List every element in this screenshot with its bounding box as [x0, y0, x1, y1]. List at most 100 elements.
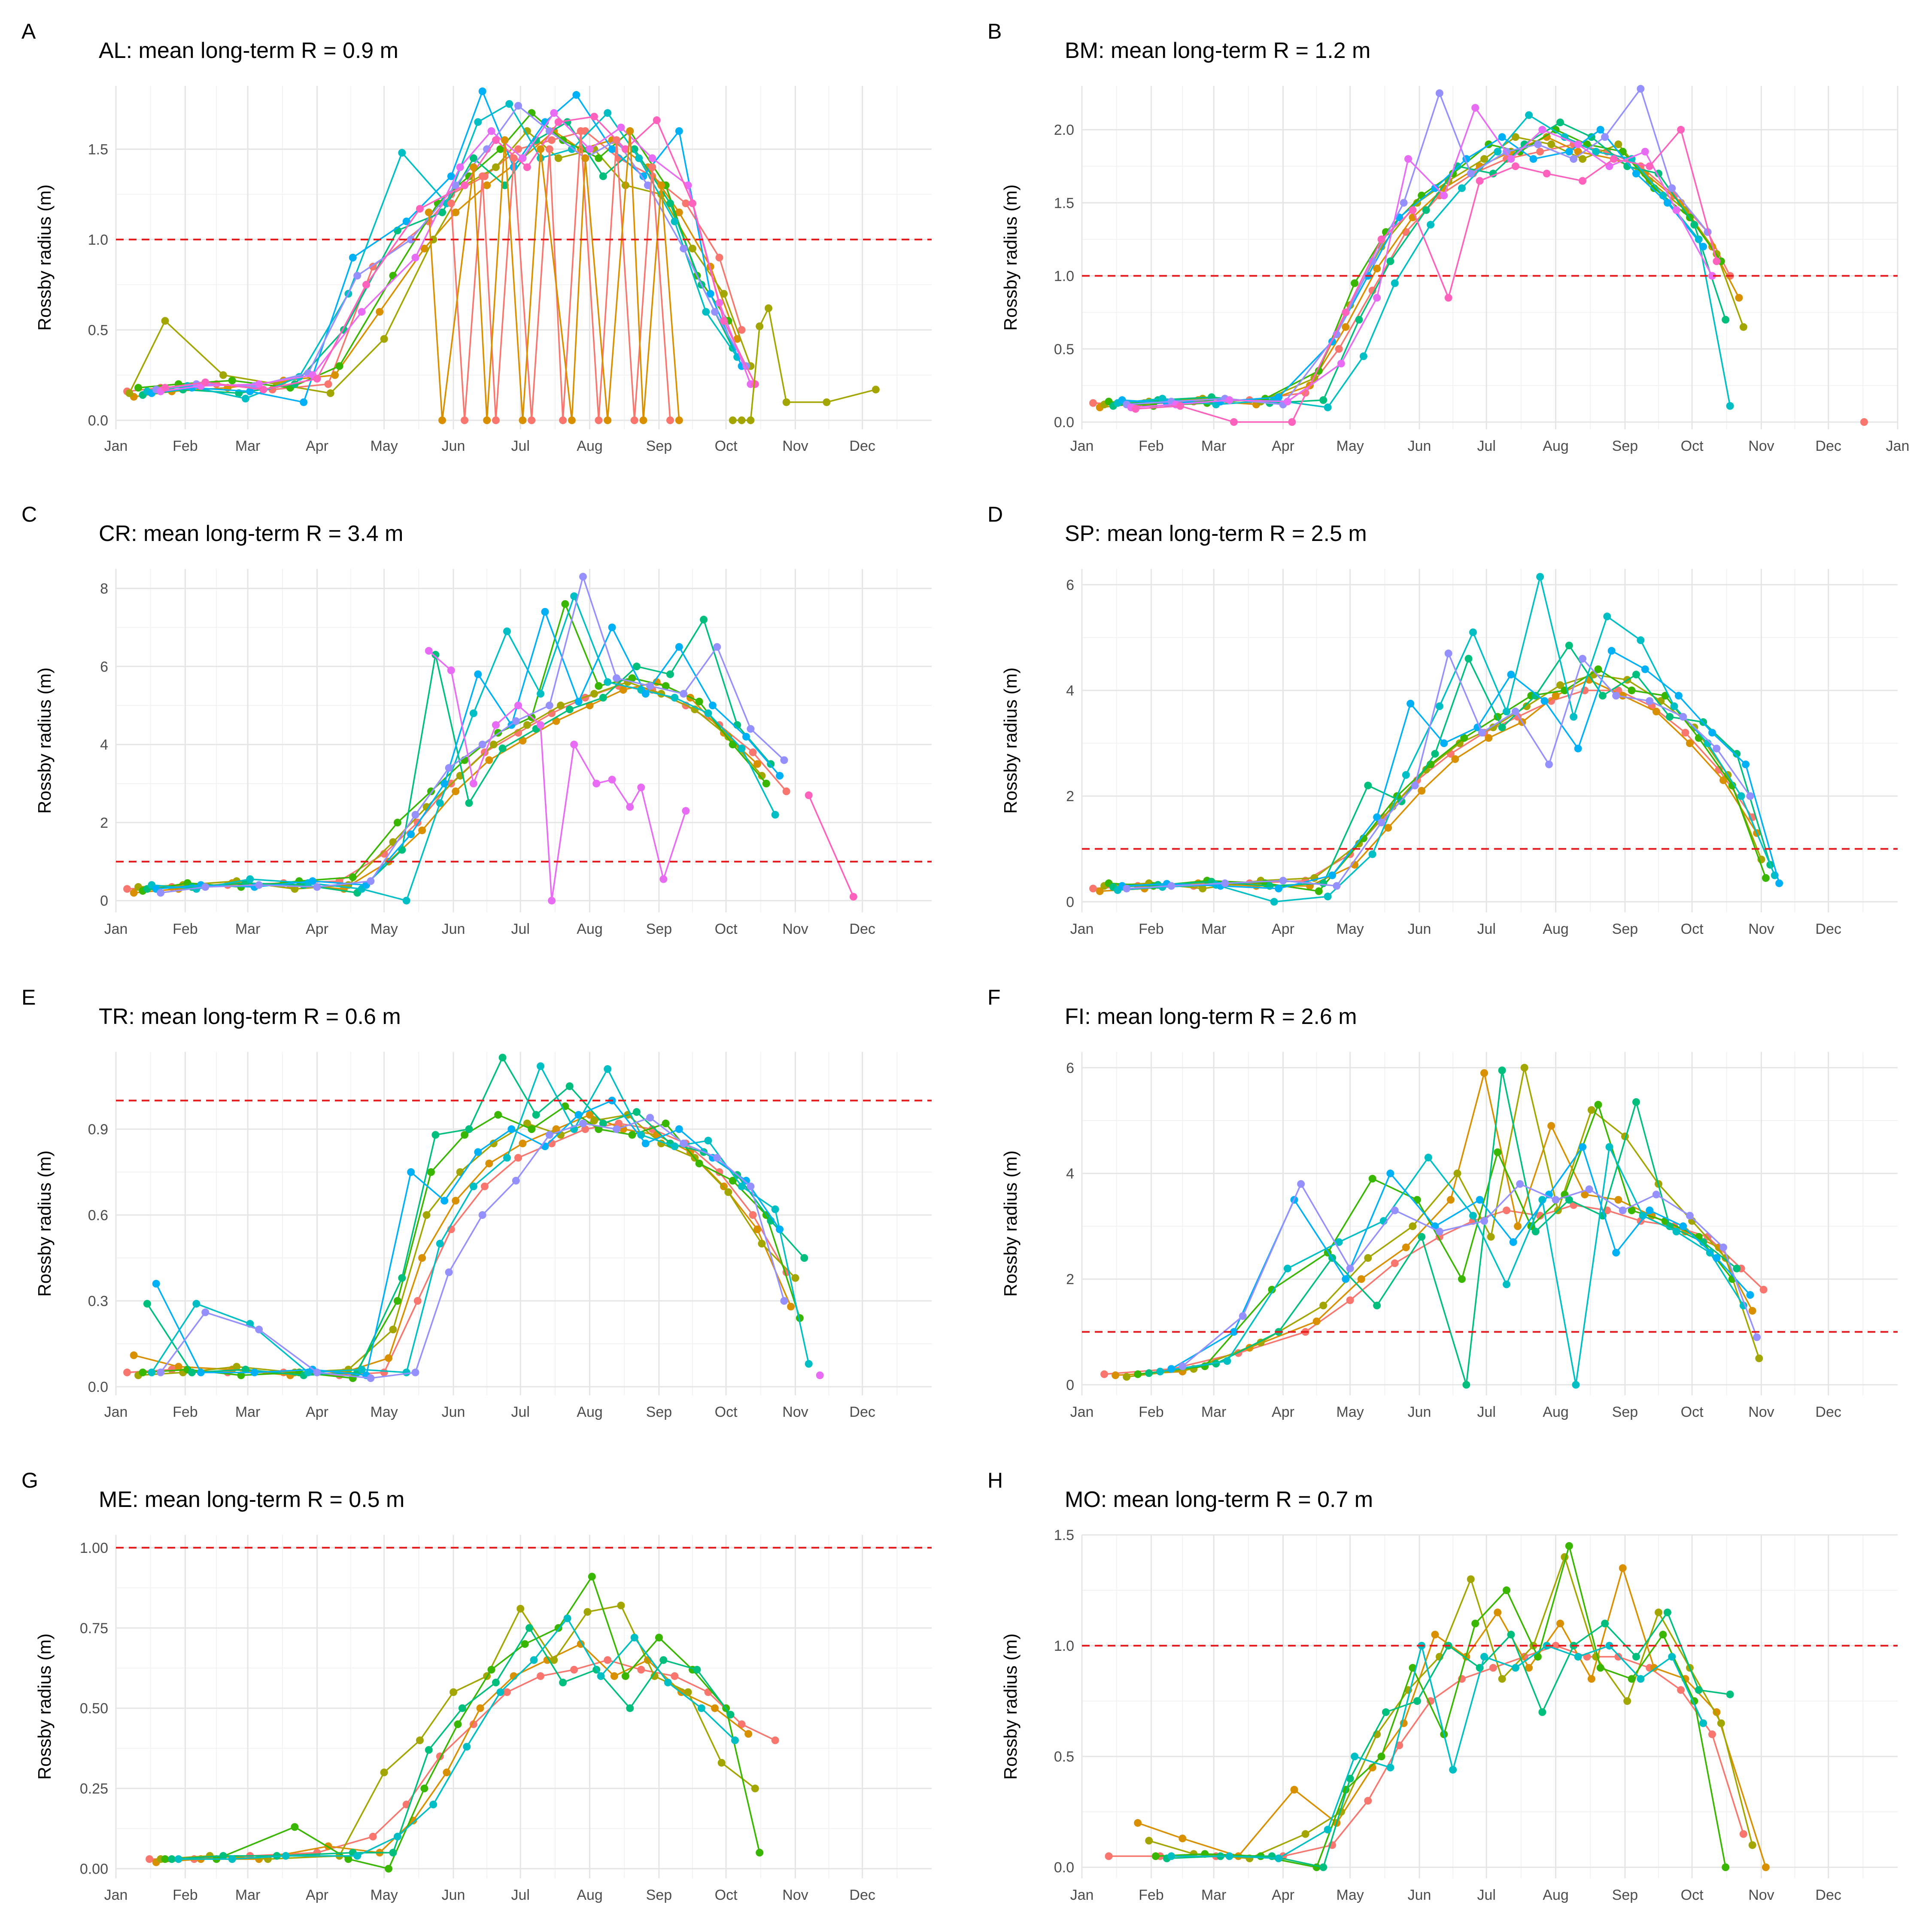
data-point	[134, 384, 143, 392]
data-point	[626, 127, 634, 135]
data-point	[157, 1368, 165, 1376]
data-point	[1337, 359, 1345, 368]
data-point	[608, 145, 616, 153]
data-point	[1279, 877, 1287, 885]
data-point	[1427, 221, 1435, 229]
data-point	[313, 375, 321, 383]
data-point	[574, 1111, 583, 1119]
panel-c: 0 2 4 6 8 Jan Feb Mar Apr May Jun Jul Aug Sep Oct Nov De…	[0, 483, 966, 966]
data-point	[1637, 1675, 1645, 1683]
data-point	[487, 127, 495, 135]
data-point	[1581, 1191, 1589, 1199]
data-point	[1552, 126, 1560, 134]
series	[1145, 1066, 1741, 1389]
x-tick-label: May	[1337, 438, 1364, 454]
y-tick-label: 8	[100, 580, 108, 597]
x-tick-label: Jan	[1070, 921, 1094, 937]
data-point	[476, 1704, 484, 1712]
data-point	[1476, 177, 1484, 185]
data-point	[438, 416, 446, 424]
data-point	[1357, 1275, 1365, 1283]
data-point	[747, 416, 755, 424]
data-point	[447, 172, 455, 180]
data-point	[1469, 1212, 1477, 1220]
series-line	[1093, 143, 1731, 405]
data-point	[726, 1710, 735, 1719]
x-tick-label: Jun	[442, 921, 465, 937]
data-point	[1498, 133, 1506, 141]
data-point	[1503, 1206, 1511, 1215]
data-point	[597, 1672, 605, 1680]
panel-letter: C	[21, 502, 37, 526]
data-point	[588, 1573, 596, 1581]
grid	[115, 1052, 932, 1395]
grid	[1081, 1534, 1898, 1878]
series	[1114, 111, 1734, 411]
data-point	[440, 780, 449, 787]
x-tick-label: Jul	[511, 1404, 529, 1420]
data-point	[675, 643, 683, 651]
x-tick-label: May	[1337, 921, 1364, 937]
data-point	[411, 811, 419, 819]
data-point	[592, 780, 601, 787]
data-point	[452, 787, 460, 796]
series-group	[123, 573, 857, 905]
data-point	[501, 181, 509, 189]
x-tick-label: Oct	[715, 1887, 738, 1903]
data-point	[621, 1672, 629, 1680]
data-point	[1089, 884, 1097, 893]
data-point	[604, 109, 612, 117]
series	[143, 1054, 808, 1379]
data-point	[528, 1125, 536, 1133]
data-point	[1726, 1690, 1734, 1698]
data-point	[537, 1672, 545, 1680]
data-point	[1637, 636, 1645, 644]
data-point	[1409, 1664, 1417, 1672]
data-point	[514, 1154, 522, 1162]
data-point	[480, 1182, 489, 1191]
panel-e: 0.0 0.3 0.6 0.9 Jan Feb Mar Apr May Jun Jul Aug Sep O…	[0, 966, 966, 1449]
data-point	[259, 386, 267, 394]
data-point	[762, 780, 770, 787]
x-tick-label: Aug	[1543, 1404, 1569, 1420]
data-point	[389, 1325, 397, 1334]
data-point	[682, 807, 690, 815]
data-point	[1674, 692, 1683, 700]
series	[157, 1601, 759, 1863]
data-point	[706, 290, 714, 298]
panel-a: 0.0 0.5 1.0 1.5 Jan Feb Mar Apr May Jun Jul Aug Sep O…	[0, 0, 966, 483]
data-point	[1637, 85, 1645, 93]
data-point	[1435, 1227, 1443, 1236]
data-point	[168, 1366, 176, 1373]
data-point	[1498, 1066, 1506, 1075]
data-point	[659, 1656, 668, 1664]
x-tick-label: May	[371, 1887, 398, 1903]
y-axis-label: Rossby radius (m)	[1000, 1634, 1021, 1780]
data-point	[1301, 1830, 1309, 1838]
data-point	[650, 1672, 659, 1680]
data-point	[367, 877, 375, 885]
x-tick-label: Jan	[1886, 438, 1910, 454]
data-point	[461, 181, 469, 189]
x-tick-label: Apr	[1272, 1404, 1294, 1420]
data-point	[1681, 729, 1689, 737]
data-point	[489, 741, 498, 749]
series-line	[152, 595, 776, 902]
data-point	[1485, 734, 1493, 742]
data-point	[700, 616, 708, 624]
series-line	[160, 112, 752, 392]
data-point	[1507, 1631, 1515, 1639]
data-point	[713, 643, 721, 651]
data-point	[637, 1131, 645, 1139]
data-point	[1503, 708, 1511, 716]
data-point	[756, 322, 764, 330]
x-tick-label: Aug	[577, 438, 603, 454]
data-point	[1565, 148, 1573, 156]
data-point	[461, 416, 469, 424]
y-tick-label: 0.25	[80, 1781, 108, 1797]
x-tick-label: Oct	[715, 921, 738, 937]
data-point	[1525, 1664, 1533, 1672]
data-point	[644, 181, 652, 189]
data-point	[590, 112, 598, 121]
panel-letter: H	[987, 1468, 1003, 1492]
